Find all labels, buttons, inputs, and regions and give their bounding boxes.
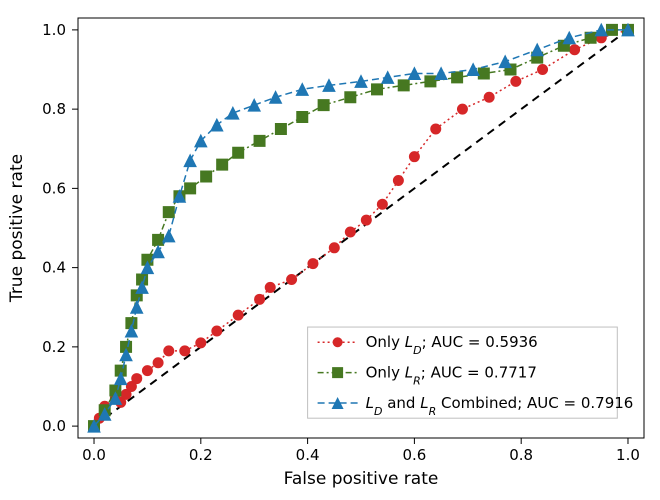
chart-svg: 0.0 0.2 0.4 0.6 0.8 1.0 0.0 0.2 0.4 0.6 0.8 1.0 True…: [0, 0, 660, 500]
marker-lr: [372, 84, 383, 95]
xtick-label: 1.0: [616, 446, 640, 464]
marker-ld: [393, 175, 403, 185]
marker-ld: [538, 65, 548, 75]
marker-ld: [180, 346, 190, 356]
marker-lr: [345, 92, 356, 103]
xtick-label: 0.8: [509, 446, 533, 464]
marker-ld: [484, 92, 494, 102]
marker-lr: [185, 183, 196, 194]
marker-lr: [153, 234, 164, 245]
legend-marker-lr: [332, 367, 343, 378]
marker-ld: [142, 366, 152, 376]
marker-ld: [329, 243, 339, 253]
marker-lr: [201, 171, 212, 182]
marker-lr: [217, 159, 228, 170]
marker-lr: [452, 72, 463, 83]
marker-ld: [409, 152, 419, 162]
marker-ld: [308, 259, 318, 269]
ytick-label: 0.8: [42, 100, 66, 118]
marker-ld: [255, 294, 265, 304]
marker-lr: [233, 147, 244, 158]
marker-ld: [345, 227, 355, 237]
marker-lr: [318, 100, 329, 111]
xlabel: False positive rate: [284, 469, 439, 489]
marker-lr: [297, 112, 308, 123]
xtick-label: 0.6: [402, 446, 426, 464]
marker-lr: [425, 76, 436, 87]
marker-ld: [457, 104, 467, 114]
ytick-label: 0.0: [42, 417, 66, 435]
marker-ld: [164, 346, 174, 356]
marker-ld: [377, 199, 387, 209]
marker-lr: [478, 68, 489, 79]
marker-ld: [233, 310, 243, 320]
marker-ld: [361, 215, 371, 225]
ytick-label: 0.4: [42, 259, 66, 277]
xtick-label: 0.4: [296, 446, 320, 464]
marker-lr: [163, 207, 174, 218]
marker-ld: [196, 338, 206, 348]
ytick-label: 1.0: [42, 21, 66, 39]
marker-ld: [287, 275, 297, 285]
marker-ld: [212, 326, 222, 336]
marker-lr: [254, 135, 265, 146]
marker-lr: [398, 80, 409, 91]
ylabel: True positive rate: [7, 154, 27, 303]
ytick-label: 0.6: [42, 179, 66, 197]
marker-ld: [431, 124, 441, 134]
xtick-label: 0.2: [189, 446, 213, 464]
ytick-label: 0.2: [42, 338, 66, 356]
marker-ld: [570, 45, 580, 55]
marker-ld: [511, 76, 521, 86]
legend-marker-ld: [333, 337, 343, 347]
xtick-label: 0.0: [82, 446, 106, 464]
marker-ld: [153, 358, 163, 368]
marker-ld: [132, 374, 142, 384]
marker-ld: [265, 282, 275, 292]
marker-lr: [275, 123, 286, 134]
roc-chart: 0.0 0.2 0.4 0.6 0.8 1.0 0.0 0.2 0.4 0.6 0.8 1.0 True…: [0, 0, 660, 500]
